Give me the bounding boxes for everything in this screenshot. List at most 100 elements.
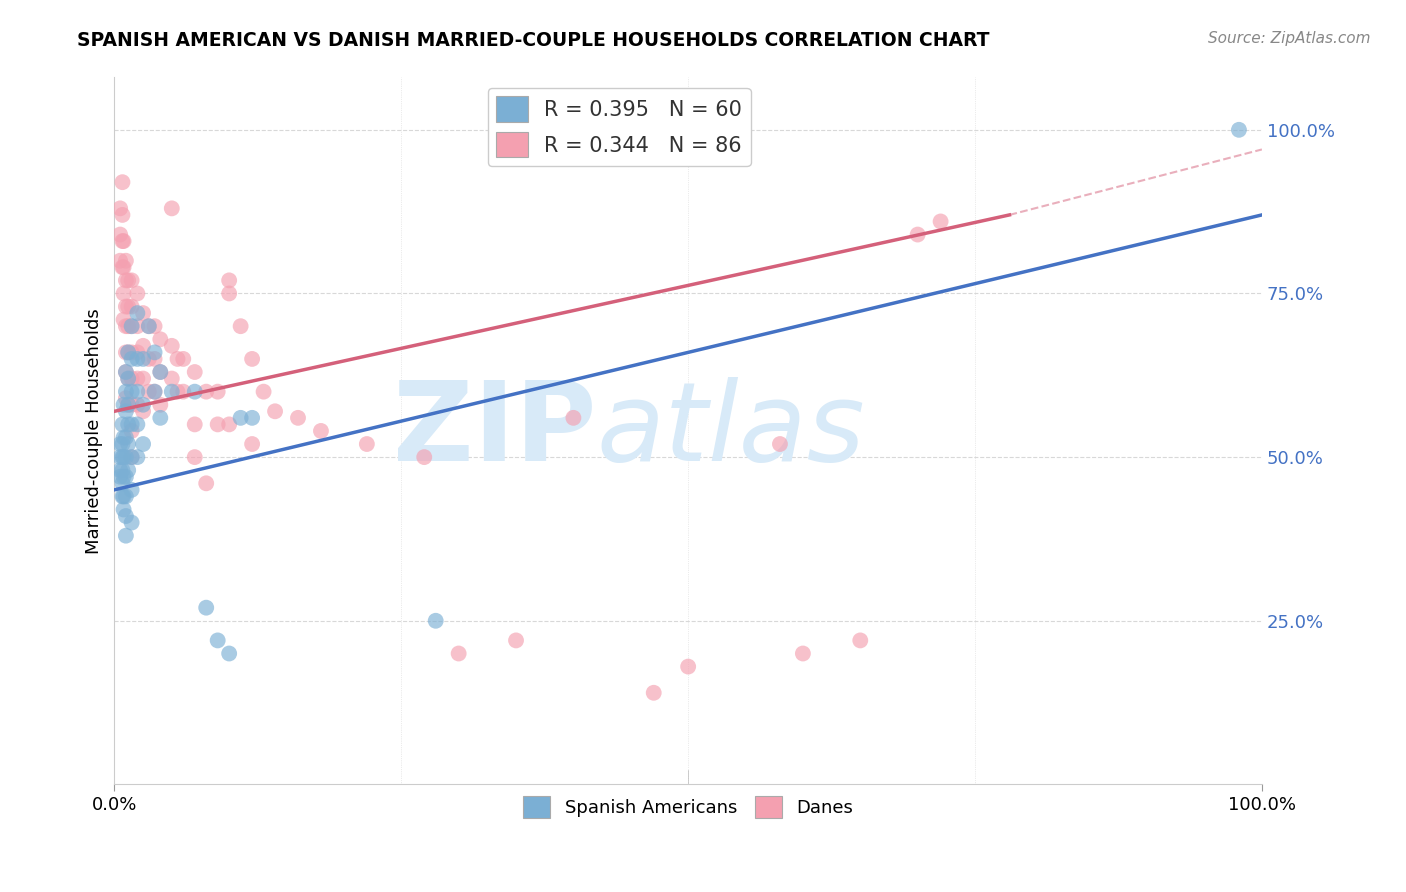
Point [138,351,160,366]
Point [112,234,135,248]
Point [132,339,155,353]
Point [149,365,172,379]
Point [117,437,139,451]
Point [127,319,149,334]
Point [218,286,240,301]
Point [115,253,138,268]
Point [127,384,149,399]
Point [132,398,155,412]
Point [132,371,155,385]
Point [117,398,139,412]
Point [447,647,470,661]
Point [207,384,229,399]
Point [143,384,166,399]
Point [111,417,134,432]
Point [117,345,139,359]
Point [115,529,138,543]
Point [121,450,143,464]
Point [218,273,240,287]
Point [127,371,149,385]
Point [149,332,172,346]
Point [111,437,134,451]
Point [115,450,138,464]
Point [108,253,131,268]
Point [121,319,143,334]
Point [117,319,139,334]
Point [127,345,149,359]
Point [356,437,378,451]
Point [138,319,160,334]
Point [115,300,138,314]
Point [115,509,138,524]
Point [195,384,218,399]
Point [115,430,138,444]
Point [117,417,139,432]
Text: ZIP: ZIP [394,377,596,484]
Point [112,398,135,412]
Point [143,319,166,334]
Point [143,345,166,359]
Point [115,345,138,359]
Point [111,463,134,477]
Point [184,384,207,399]
Point [121,371,143,385]
Point [117,371,139,385]
Point [849,633,872,648]
Point [160,384,183,399]
Point [115,469,138,483]
Point [792,647,814,661]
Point [112,312,135,326]
Point [117,273,139,287]
Point [149,365,172,379]
Point [121,450,143,464]
Point [117,345,139,359]
Y-axis label: Married-couple Households: Married-couple Households [86,308,103,554]
Point [121,351,143,366]
Point [121,319,143,334]
Point [184,365,207,379]
Point [143,351,166,366]
Point [115,273,138,287]
Point [127,417,149,432]
Point [115,365,138,379]
Point [112,430,135,444]
Point [112,450,135,464]
Point [143,384,166,399]
Point [127,398,149,412]
Point [111,175,134,189]
Point [413,450,436,464]
Text: SPANISH AMERICAN VS DANISH MARRIED-COUPLE HOUSEHOLDS CORRELATION CHART: SPANISH AMERICAN VS DANISH MARRIED-COUPL… [77,31,990,50]
Point [112,502,135,516]
Point [907,227,929,242]
Point [121,516,143,530]
Point [121,398,143,412]
Point [111,260,134,275]
Point [115,489,138,503]
Point [166,384,188,399]
Point [111,234,134,248]
Point [207,417,229,432]
Point [108,437,131,451]
Point [115,404,138,418]
Point [127,286,149,301]
Point [207,633,229,648]
Point [111,450,134,464]
Point [127,306,149,320]
Point [149,398,172,412]
Point [562,410,585,425]
Point [127,351,149,366]
Point [195,600,218,615]
Point [111,489,134,503]
Point [149,410,172,425]
Legend: Spanish Americans, Danes: Spanish Americans, Danes [516,789,860,825]
Point [425,614,447,628]
Point [108,469,131,483]
Point [172,384,194,399]
Point [160,371,183,385]
Point [218,647,240,661]
Point [195,476,218,491]
Point [505,633,527,648]
Text: atlas: atlas [596,377,865,484]
Point [240,351,263,366]
Point [287,410,309,425]
